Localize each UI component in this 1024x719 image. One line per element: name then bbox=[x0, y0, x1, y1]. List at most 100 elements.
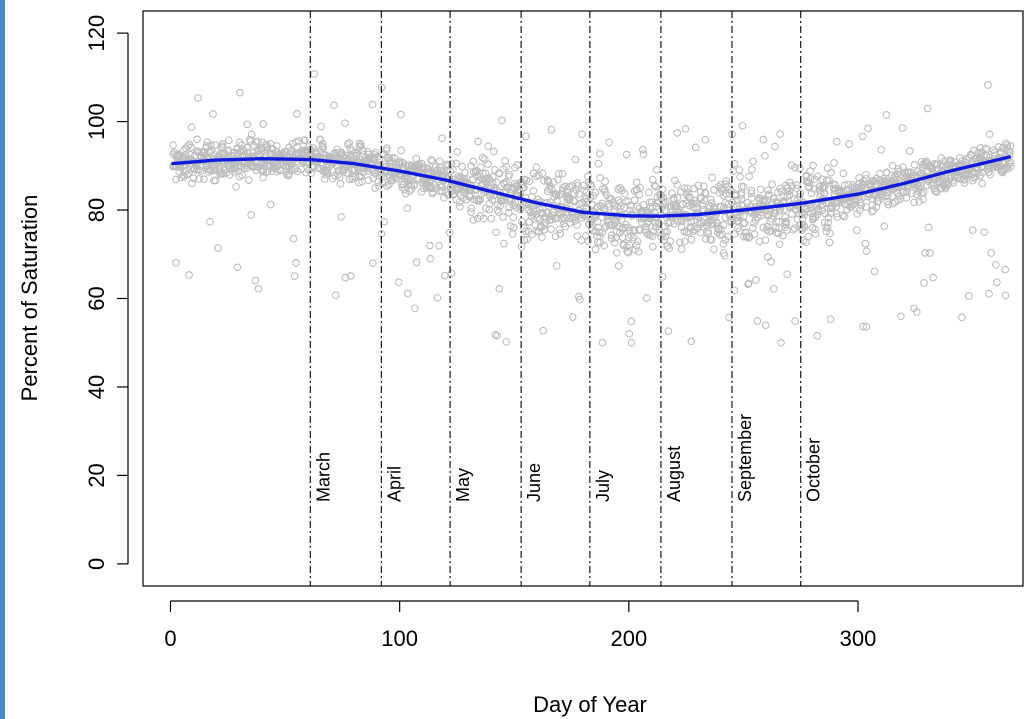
scatter-point bbox=[684, 229, 693, 237]
y-tick-label: 40 bbox=[84, 375, 109, 399]
scatter-point bbox=[807, 189, 816, 198]
scatter-point bbox=[686, 193, 694, 202]
scatter-point bbox=[785, 191, 794, 199]
scatter-point bbox=[598, 338, 607, 347]
scatter-point bbox=[565, 195, 574, 204]
scatter-point bbox=[648, 232, 657, 241]
scatter-point bbox=[177, 173, 185, 182]
scatter-point bbox=[795, 192, 804, 201]
scatter-point bbox=[394, 278, 403, 287]
scatter-point bbox=[449, 165, 457, 174]
scatter-point bbox=[622, 150, 631, 159]
scatter-point bbox=[245, 176, 253, 184]
scatter-point bbox=[998, 168, 1007, 177]
scatter-point bbox=[172, 175, 180, 184]
scatter-point bbox=[747, 186, 756, 195]
x-tick-label: 0 bbox=[164, 626, 176, 651]
scatter-point bbox=[346, 272, 355, 280]
scatter-point bbox=[691, 143, 700, 152]
scatter-point bbox=[811, 230, 820, 238]
scatter-point bbox=[187, 123, 196, 132]
scatter-point bbox=[783, 270, 792, 279]
scatter-point bbox=[388, 175, 397, 184]
scatter-point bbox=[341, 273, 350, 282]
scatter-point bbox=[768, 180, 776, 189]
scatter-point bbox=[921, 249, 929, 257]
scatter-point bbox=[383, 182, 391, 190]
scatter-point bbox=[634, 247, 643, 256]
scatter-point bbox=[789, 226, 797, 234]
scatter-point bbox=[375, 155, 384, 163]
scatter-point bbox=[352, 151, 361, 160]
scatter-point bbox=[334, 167, 343, 175]
scatter-point bbox=[770, 142, 779, 151]
scatter-point bbox=[627, 338, 636, 347]
y-axis-title: Percent of Saturation bbox=[17, 195, 42, 402]
scatter-point bbox=[617, 202, 625, 211]
scatter-point bbox=[545, 185, 553, 194]
scatter-point bbox=[980, 228, 989, 237]
scatter-point bbox=[755, 237, 764, 246]
scatter-point bbox=[704, 227, 712, 236]
scatter-point bbox=[658, 273, 667, 281]
scatter-point bbox=[912, 308, 921, 316]
scatter-point bbox=[670, 194, 678, 203]
scatter-point bbox=[491, 330, 500, 339]
scatter-point bbox=[898, 124, 907, 132]
scatter-point bbox=[259, 120, 268, 128]
scatter-point bbox=[694, 181, 703, 190]
scatter-point bbox=[761, 151, 769, 160]
scatter-point bbox=[435, 241, 443, 250]
scatter-point bbox=[666, 237, 675, 246]
scatter-point bbox=[861, 239, 870, 248]
scatter-point bbox=[412, 258, 421, 267]
scatter-point bbox=[403, 204, 412, 213]
scatter-point bbox=[905, 147, 914, 155]
scatter-point bbox=[496, 195, 505, 204]
scatter-point bbox=[681, 125, 690, 133]
scatter-point bbox=[262, 140, 271, 149]
scatter-point bbox=[708, 216, 717, 224]
scatter-point bbox=[195, 175, 203, 183]
scatter-point bbox=[634, 225, 643, 234]
scatter-point bbox=[877, 145, 886, 154]
month-label: March bbox=[313, 452, 333, 502]
scatter-point bbox=[625, 241, 634, 249]
scatter-point bbox=[320, 175, 329, 183]
scatter-point bbox=[538, 233, 546, 242]
scatter-point bbox=[730, 159, 739, 168]
scatter-point bbox=[748, 223, 757, 232]
scatter-point bbox=[584, 172, 592, 181]
scatter-point bbox=[884, 191, 892, 200]
month-label: August bbox=[664, 446, 684, 502]
scatter-point bbox=[673, 129, 682, 137]
scatter-point bbox=[739, 219, 748, 228]
scatter-point bbox=[552, 261, 561, 270]
scatter-point bbox=[987, 249, 996, 257]
scatter-point bbox=[788, 182, 796, 190]
scatter-point bbox=[779, 231, 787, 240]
scatter-point bbox=[707, 220, 716, 229]
scatter-point bbox=[744, 280, 752, 288]
scatter-point bbox=[941, 179, 950, 188]
scatter-point bbox=[735, 212, 744, 221]
scatter-point bbox=[380, 217, 389, 226]
scatter-point bbox=[540, 177, 548, 185]
scatter-point bbox=[509, 223, 518, 232]
scatter-point bbox=[352, 149, 361, 158]
scatter-points bbox=[169, 70, 1015, 347]
scatter-point bbox=[467, 208, 475, 216]
scatter-point bbox=[644, 188, 653, 197]
scatter-point bbox=[630, 196, 639, 204]
x-tick-label: 200 bbox=[610, 626, 647, 651]
scatter-point bbox=[479, 214, 488, 223]
month-label: July bbox=[593, 470, 613, 502]
scatter-point bbox=[547, 225, 555, 233]
scatter-point bbox=[499, 213, 507, 221]
scatter-point bbox=[1005, 160, 1014, 168]
scatter-point bbox=[584, 237, 593, 245]
scatter-point bbox=[388, 154, 396, 162]
scatter-point bbox=[764, 190, 773, 198]
scatter-point bbox=[543, 177, 552, 186]
scatter-point bbox=[1006, 142, 1015, 150]
